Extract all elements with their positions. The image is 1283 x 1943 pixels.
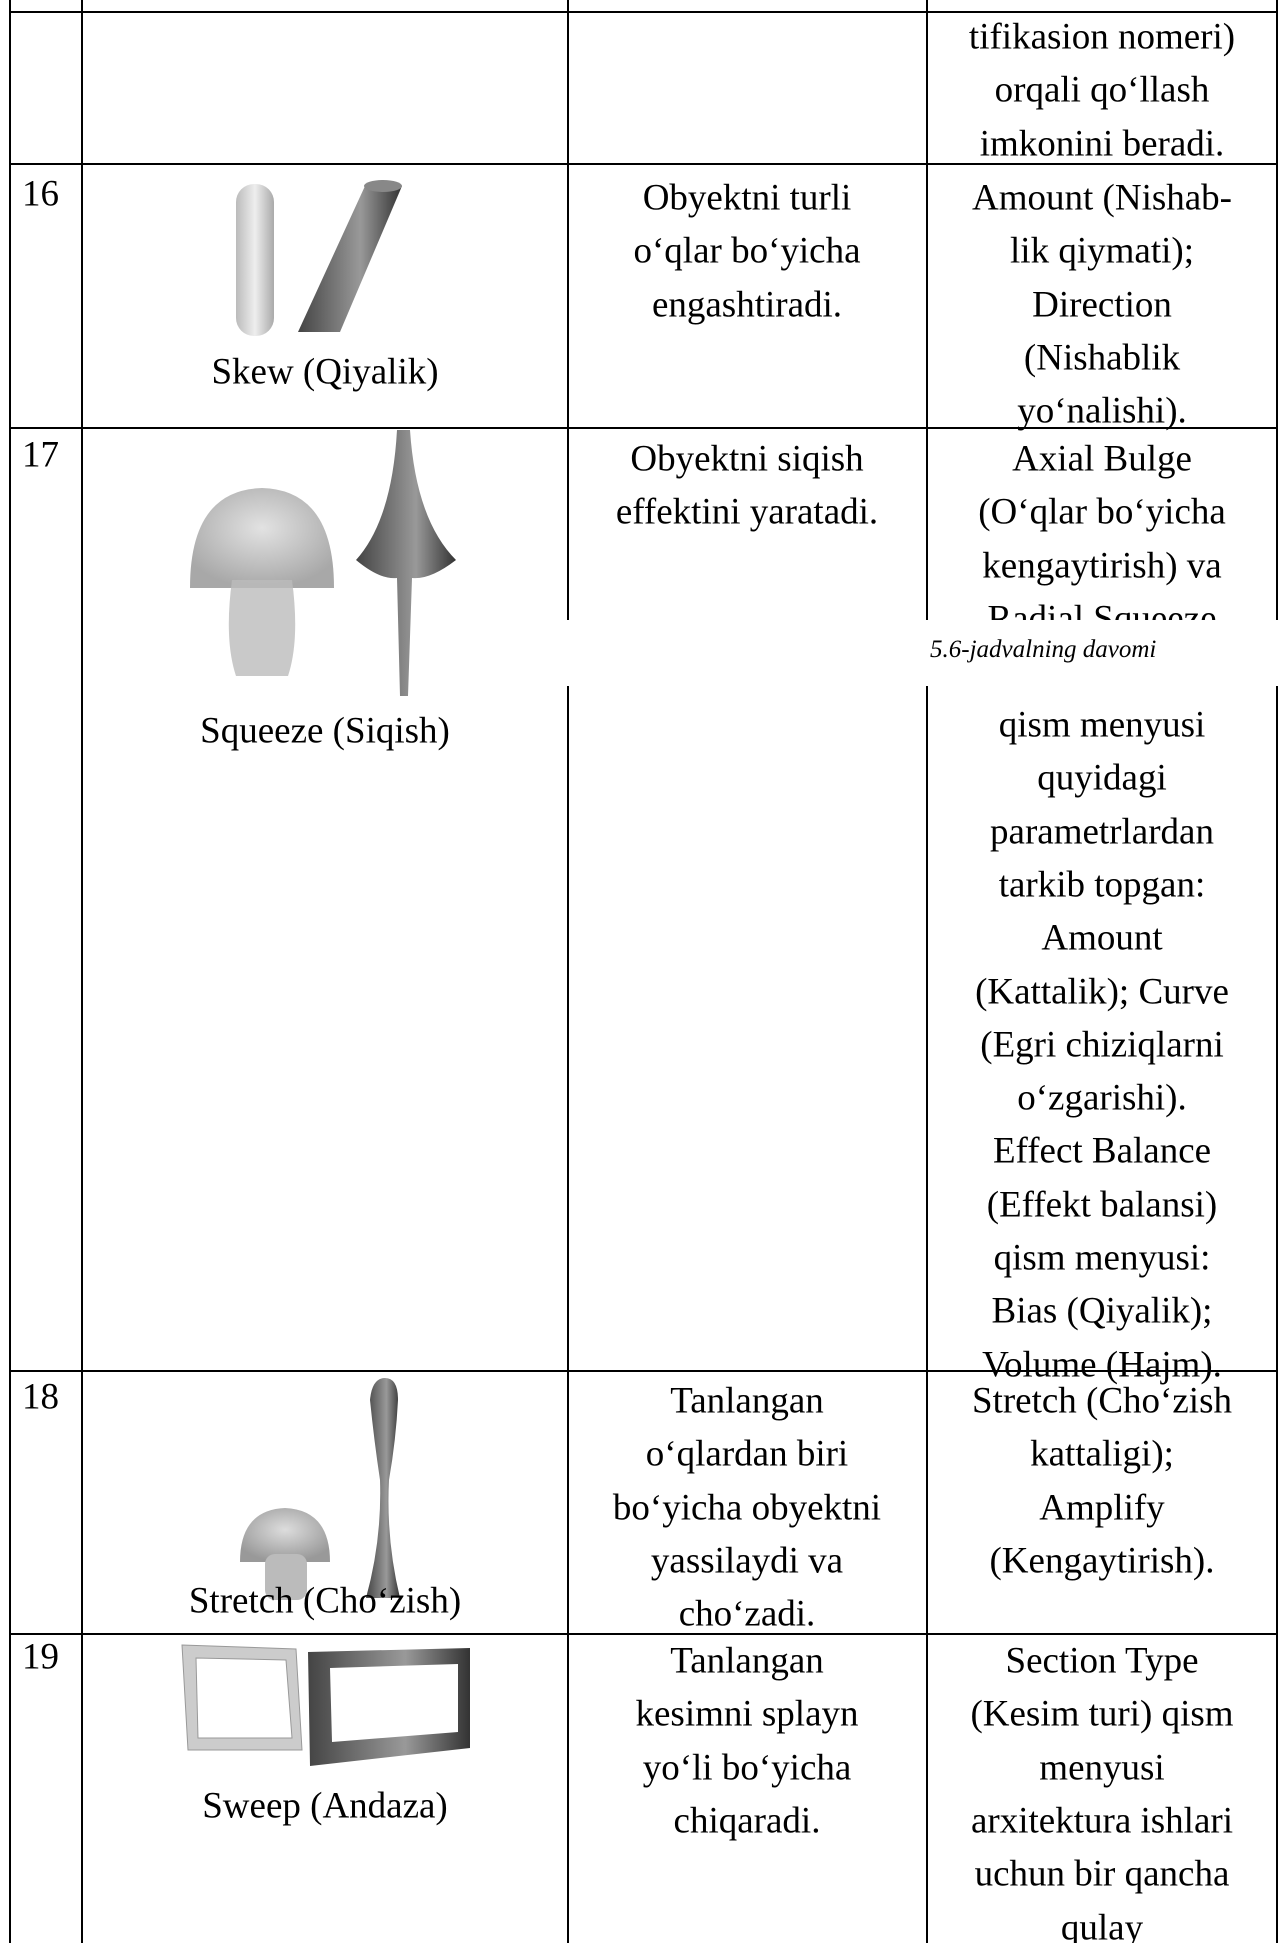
parameter-line: Axial Bulge (1012, 438, 1192, 480)
parameter-line: qulay (1060, 1907, 1144, 1943)
parameter-line: yo‘nalishi). (1017, 390, 1187, 432)
skew-image (236, 180, 402, 336)
description-line: chiqaradi. (673, 1800, 821, 1842)
description-line: yassilaydi va (650, 1540, 844, 1582)
description-line: cho‘zadi. (678, 1593, 816, 1635)
parameter-line: (Kengaytirish). (989, 1540, 1215, 1582)
description-line: Tanlangan (670, 1640, 824, 1682)
parameter-line: Amount (Nishab- (972, 177, 1232, 219)
parameter-line: orqali qo‘llash (994, 69, 1210, 111)
parameter-line: arxitektura ishlari (971, 1800, 1233, 1842)
parameter-line: Bias (Qiyalik); (991, 1290, 1213, 1332)
parameter-line: lik qiymati); (1010, 230, 1194, 272)
parameter-line: o‘zgarishi). (1017, 1077, 1187, 1119)
row-number: 17 (22, 434, 59, 476)
page-break-strip (545, 620, 1283, 686)
parameter-line: Section Type (1005, 1640, 1199, 1682)
row-number: 19 (22, 1636, 59, 1678)
squeeze-image (190, 430, 456, 696)
description-line: effektini yaratadi. (615, 491, 879, 533)
parameter-line: Amount (1041, 917, 1163, 959)
parameter-line: Volume (Hajm). (982, 1344, 1222, 1386)
parameter-line: (Egri chiziqlarni (980, 1024, 1224, 1066)
description-line: Obyektni siqish (630, 438, 864, 480)
parameter-line: quyidagi (1037, 757, 1167, 799)
description-line: o‘qlardan biri (645, 1433, 849, 1475)
parameter-line: imkonini beradi. (979, 123, 1225, 165)
description-line: Obyektni turli (642, 177, 852, 219)
parameter-line: tarkib topgan: (998, 864, 1206, 906)
description-line: o‘qlar bo‘yicha (633, 230, 861, 272)
parameter-line: (O‘qlar bo‘yicha (978, 491, 1226, 533)
parameter-line: Direction (1032, 284, 1172, 326)
parameter-line: Amplify (1039, 1487, 1165, 1529)
description-line: yo‘li bo‘yicha (642, 1747, 852, 1789)
parameter-line: (Kattalik); Curve (975, 971, 1229, 1012)
table-continuation-note: 5.6-jadvalning davomi (930, 636, 1157, 663)
grid (9, 0, 1278, 1943)
parameter-line: parametrlardan (990, 811, 1214, 853)
parameter-line: kattaligi); (1030, 1433, 1174, 1475)
modifier-name: Skew (Qiyalik) (211, 351, 439, 393)
parameter-line: tifikasion nomeri) (968, 16, 1236, 58)
description-line: kesimni splayn (635, 1693, 859, 1735)
parameter-line: kengaytirish) va (982, 545, 1222, 587)
parameter-line: (Kesim turi) qism (970, 1693, 1234, 1735)
parameter-line: qism menyusi: (993, 1237, 1211, 1279)
parameter-line: uchun bir qancha (974, 1853, 1230, 1895)
stretch-image (240, 1378, 400, 1600)
parameter-line: Stretch (Cho‘zish (972, 1380, 1232, 1422)
description-line: engashtiradi. (651, 284, 843, 326)
row-number: 18 (22, 1376, 59, 1418)
parameter-line: qism menyusi (998, 704, 1206, 746)
parameter-line: Effect Balance (992, 1130, 1212, 1172)
description-line: bo‘yicha obyektni (612, 1487, 882, 1529)
modifier-name: Sweep (Andaza) (202, 1785, 448, 1827)
parameter-line: (Effekt balansi) (986, 1184, 1218, 1226)
row-number: 16 (22, 173, 59, 215)
modifier-name: Stretch (Cho‘zish) (188, 1580, 462, 1622)
sweep-image (181, 1644, 470, 1766)
parameter-line: (Nishablik (1023, 337, 1181, 379)
modifier-name: Squeeze (Siqish) (200, 710, 450, 752)
description-line: Tanlangan (670, 1380, 824, 1422)
parameter-line: menyusi (1039, 1747, 1165, 1789)
